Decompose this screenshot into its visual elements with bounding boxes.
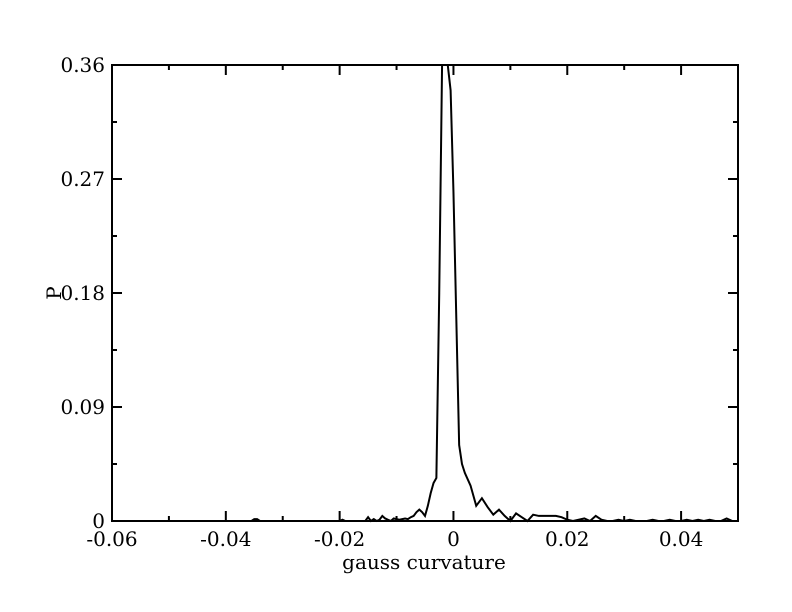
x-tick-label: 0.02 xyxy=(545,527,590,551)
y-tick-label: 0.18 xyxy=(60,281,105,305)
major-ticks xyxy=(111,64,738,522)
y-tick-label: 0 xyxy=(92,509,105,533)
plot-frame xyxy=(111,64,739,522)
x-tick-label: 0 xyxy=(447,527,460,551)
minor-ticks xyxy=(112,65,739,521)
x-tick-label: -0.04 xyxy=(200,527,251,551)
y-axis-title: P xyxy=(42,286,66,299)
y-tick-label: 0.36 xyxy=(60,53,105,77)
x-tick-label: -0.02 xyxy=(314,527,365,551)
series-line xyxy=(250,64,736,523)
y-tick-label: 0.27 xyxy=(60,167,105,191)
x-tick-label: -0.06 xyxy=(86,527,137,551)
x-tick-labels: -0.06 -0.04 -0.02 0 0.02 0.04 xyxy=(86,527,703,551)
y-tick-label: 0.09 xyxy=(60,395,105,419)
x-axis-title: gauss curvature xyxy=(342,550,506,574)
x-tick-label: 0.04 xyxy=(659,527,704,551)
y-tick-labels: 0 0.09 0.18 0.27 0.36 xyxy=(60,53,105,533)
